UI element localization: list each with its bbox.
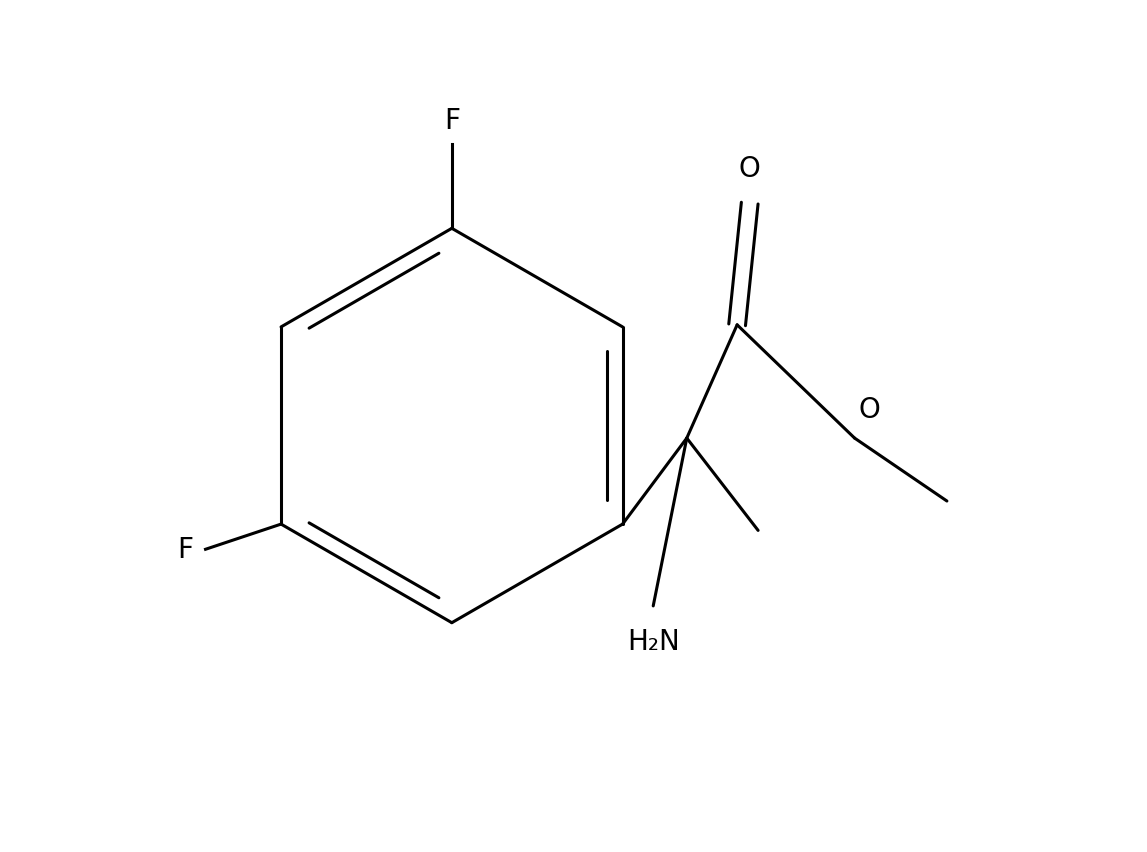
Text: F: F xyxy=(444,107,460,135)
Text: H₂N: H₂N xyxy=(627,627,679,655)
Text: F: F xyxy=(177,536,193,564)
Text: O: O xyxy=(859,395,881,423)
Text: O: O xyxy=(739,155,760,183)
